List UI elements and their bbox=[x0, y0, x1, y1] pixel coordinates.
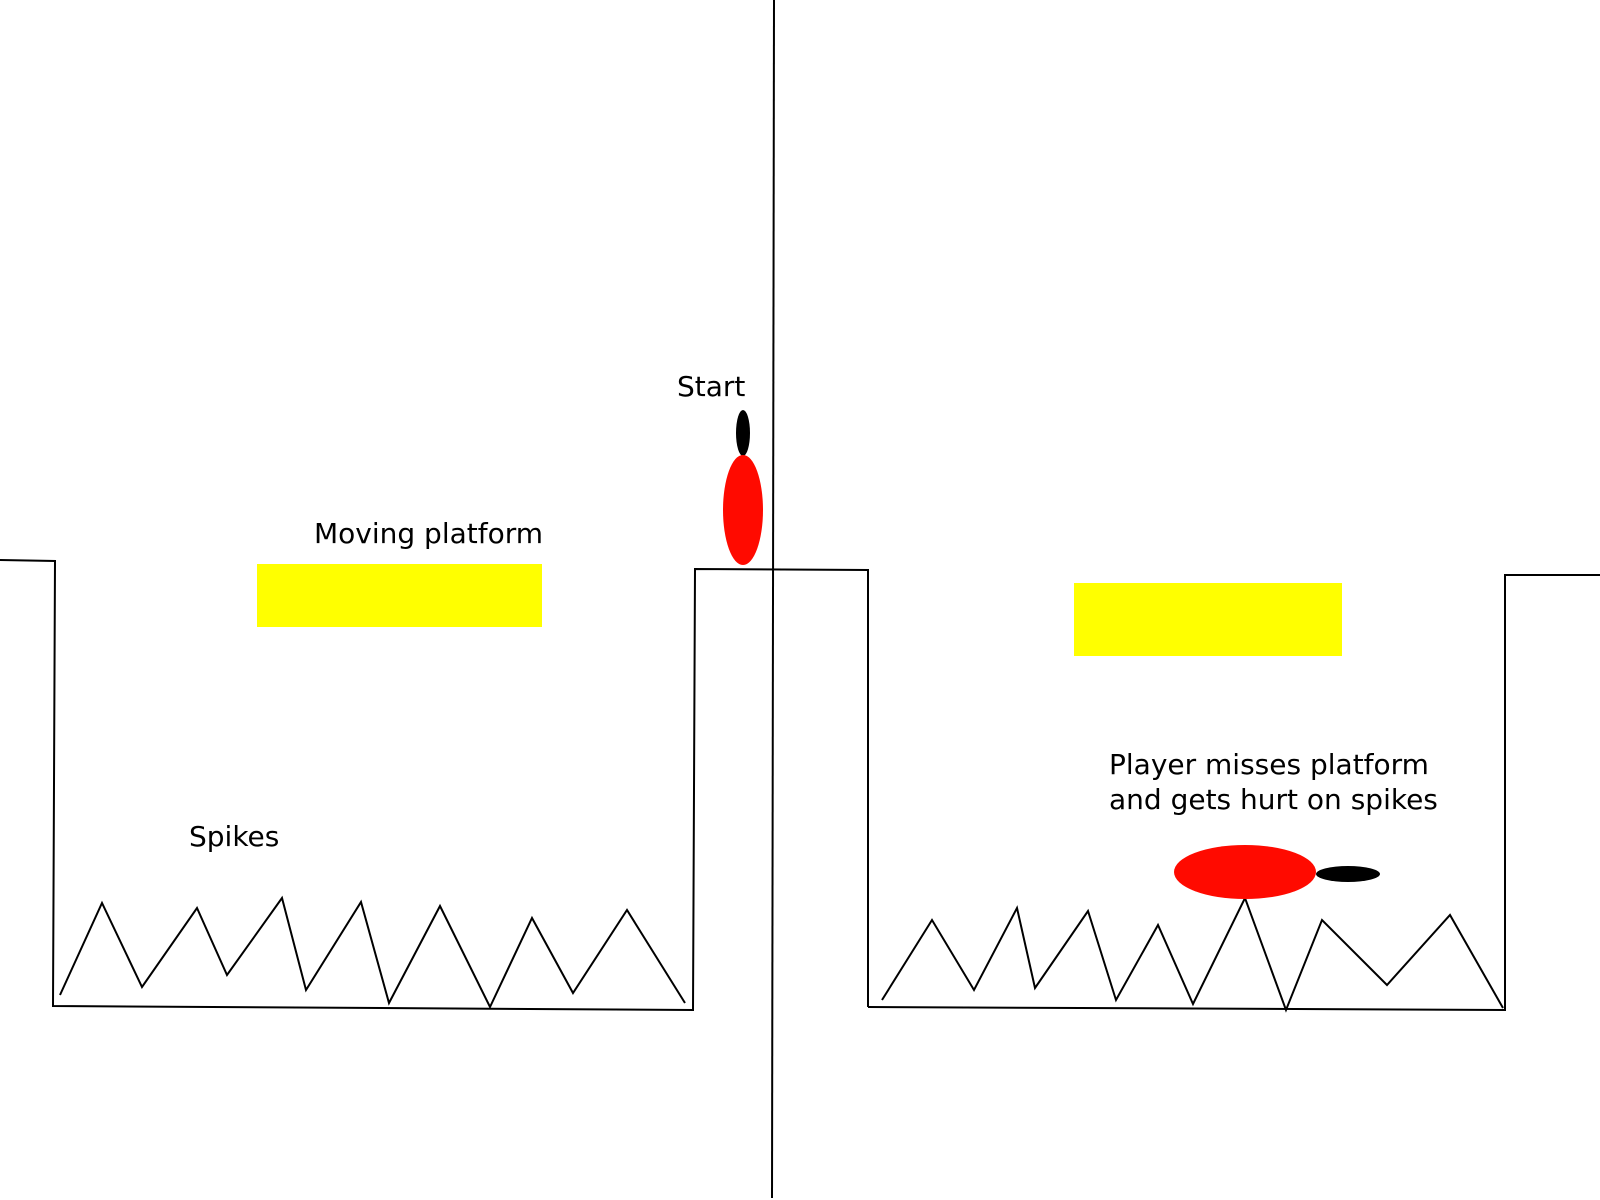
moving-platform-label: Moving platform bbox=[314, 517, 544, 550]
start-label: Start bbox=[677, 370, 746, 403]
left-pit-outline bbox=[0, 559, 869, 1012]
player-head bbox=[736, 410, 750, 456]
player-body bbox=[723, 455, 763, 565]
spikes-label: Spikes bbox=[189, 820, 280, 853]
caption-line-2: and gets hurt on spikes bbox=[1109, 783, 1438, 816]
caption-label: Player misses platform and gets hurt on … bbox=[1109, 747, 1438, 817]
panel-divider bbox=[771, 0, 775, 1199]
left-spikes bbox=[59, 895, 686, 1010]
fallen-player-body bbox=[1174, 845, 1316, 899]
platform-missed bbox=[1074, 583, 1342, 656]
caption-line-1: Player misses platform bbox=[1109, 748, 1429, 781]
right-pit-outline bbox=[867, 574, 1600, 1012]
fallen-player-head bbox=[1316, 866, 1380, 882]
right-spikes bbox=[881, 895, 1504, 1013]
moving-platform bbox=[257, 564, 542, 627]
